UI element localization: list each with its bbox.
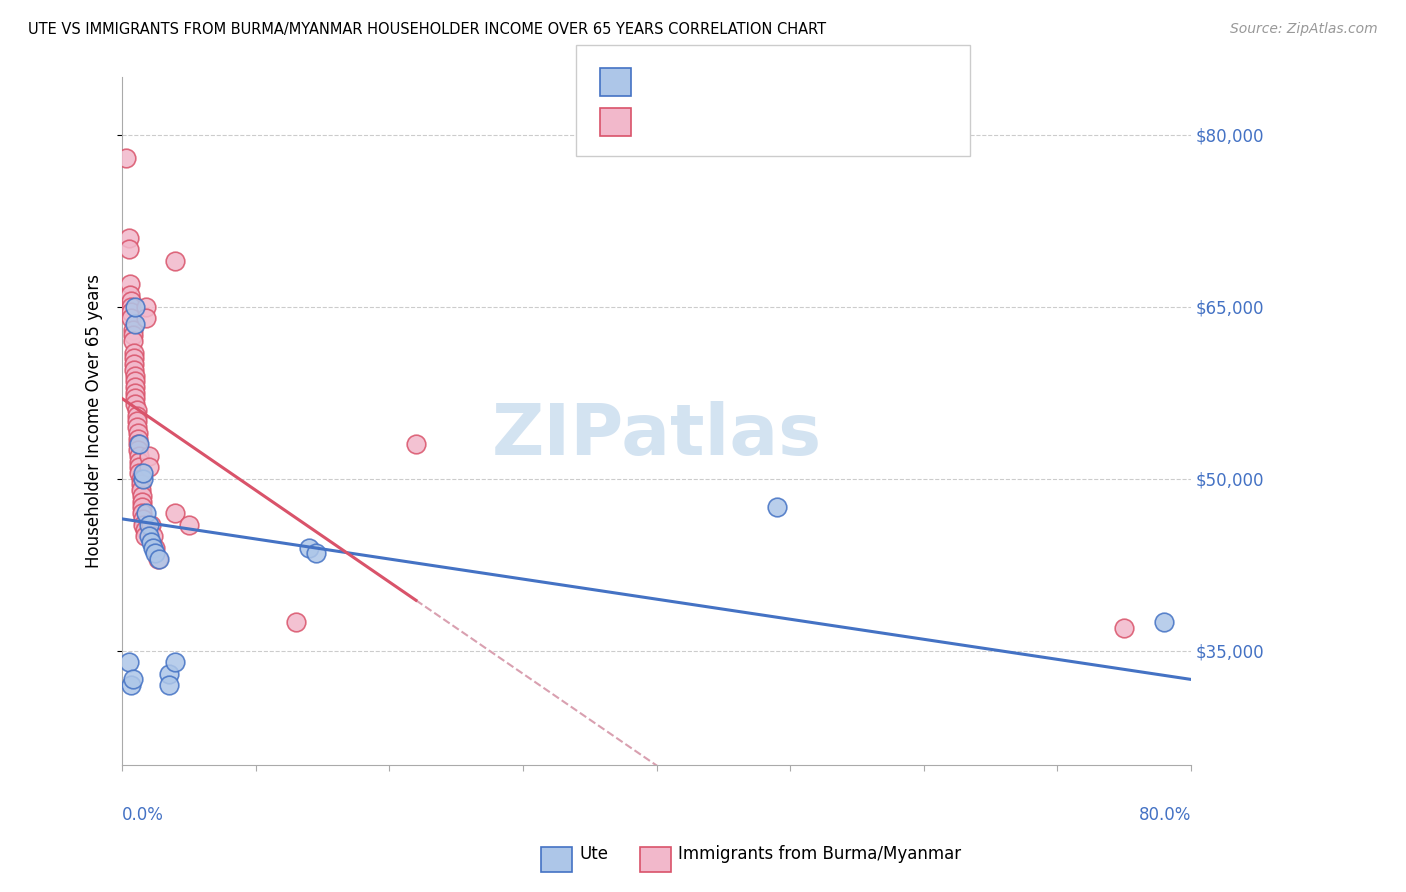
Point [127, 443, 149, 458]
Point [124, 392, 146, 406]
Point [284, 615, 307, 629]
Point [118, 243, 141, 257]
Point [124, 397, 146, 411]
Point [132, 472, 155, 486]
Text: R = -0.355    N = 22: R = -0.355 N = 22 [643, 72, 811, 90]
Point [145, 541, 167, 555]
Point [125, 420, 148, 434]
Point [121, 673, 143, 687]
Point [125, 414, 148, 428]
Point [124, 385, 146, 400]
Point [132, 466, 155, 480]
Point [132, 512, 155, 526]
Point [129, 472, 152, 486]
Point [118, 655, 141, 669]
Point [127, 425, 149, 440]
Point [127, 432, 149, 446]
Point [129, 477, 152, 491]
Point [138, 449, 160, 463]
Point [124, 368, 146, 383]
Point [121, 328, 143, 343]
Point [305, 546, 328, 560]
Point [148, 552, 170, 566]
Point [124, 380, 146, 394]
Point [127, 437, 149, 451]
Point [128, 449, 150, 463]
Point [141, 517, 163, 532]
Point [121, 334, 143, 348]
Point [138, 529, 160, 543]
Text: 0.0%: 0.0% [122, 805, 165, 823]
Point [128, 460, 150, 475]
Point [120, 293, 142, 308]
Point [1114, 621, 1136, 635]
Point [142, 541, 165, 555]
Point [128, 437, 150, 451]
Point [177, 517, 200, 532]
Point [124, 317, 146, 331]
Point [165, 655, 187, 669]
Point [165, 506, 187, 520]
Point [122, 357, 145, 371]
Point [157, 678, 180, 692]
Text: Source: ZipAtlas.com: Source: ZipAtlas.com [1230, 22, 1378, 37]
Point [125, 403, 148, 417]
Point [122, 363, 145, 377]
Point [298, 541, 321, 555]
Point [131, 489, 153, 503]
Point [134, 529, 156, 543]
Point [146, 552, 169, 566]
Point [157, 666, 180, 681]
Point [120, 277, 142, 291]
Point [129, 483, 152, 498]
Point [131, 494, 153, 508]
Point [122, 345, 145, 359]
Text: 80.0%: 80.0% [1139, 805, 1191, 823]
Point [124, 374, 146, 388]
Point [135, 506, 157, 520]
Text: Immigrants from Burma/Myanmar: Immigrants from Burma/Myanmar [678, 846, 960, 863]
Text: Ute: Ute [579, 846, 609, 863]
Point [120, 288, 142, 302]
Point [120, 311, 142, 326]
Point [122, 351, 145, 366]
Point [134, 524, 156, 538]
Point [118, 231, 141, 245]
Point [405, 437, 427, 451]
Point [120, 678, 142, 692]
Point [121, 323, 143, 337]
Point [115, 151, 138, 165]
Point [145, 546, 167, 560]
Point [138, 517, 160, 532]
Point [141, 534, 163, 549]
Point [120, 305, 142, 319]
Point [120, 300, 142, 314]
Point [128, 466, 150, 480]
Y-axis label: Householder Income Over 65 years: Householder Income Over 65 years [86, 275, 103, 568]
Text: R = -0.222    N = 59: R = -0.222 N = 59 [643, 112, 811, 130]
Point [1153, 615, 1175, 629]
Text: ZIPatlas: ZIPatlas [492, 401, 821, 470]
Point [131, 500, 153, 515]
Point [165, 253, 187, 268]
Point [765, 500, 787, 515]
Point [132, 517, 155, 532]
Point [135, 311, 157, 326]
Point [124, 300, 146, 314]
Text: UTE VS IMMIGRANTS FROM BURMA/MYANMAR HOUSEHOLDER INCOME OVER 65 YEARS CORRELATIO: UTE VS IMMIGRANTS FROM BURMA/MYANMAR HOU… [28, 22, 827, 37]
Point [128, 454, 150, 468]
Point [142, 529, 165, 543]
Point [135, 300, 157, 314]
Point [131, 506, 153, 520]
Point [138, 460, 160, 475]
Point [125, 409, 148, 423]
